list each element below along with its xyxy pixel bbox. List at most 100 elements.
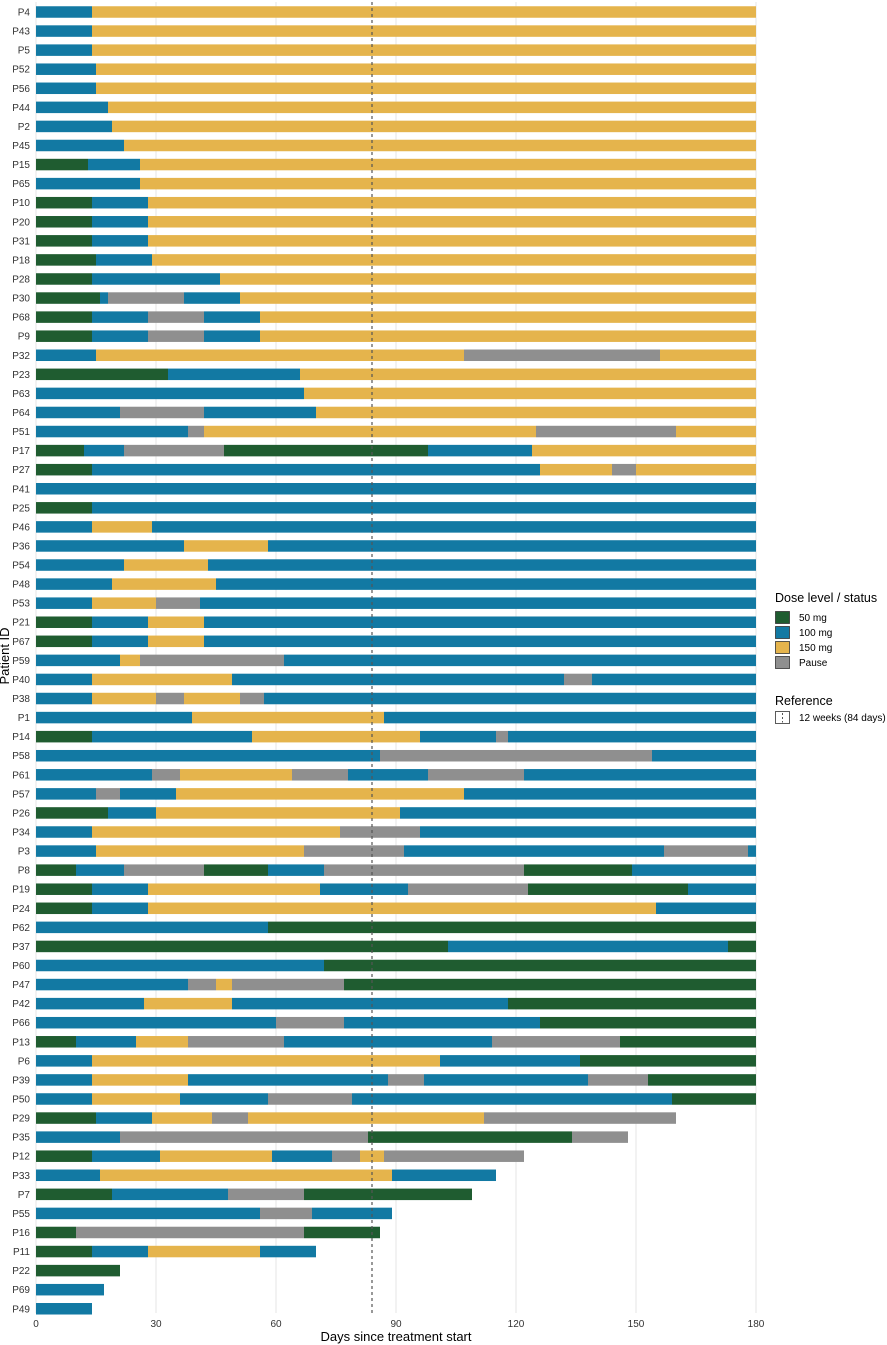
y-tick-label: P44 [12, 103, 30, 114]
bar-segment-d150 [300, 368, 756, 381]
y-tick-label: P6 [18, 1056, 31, 1067]
patient-row-P24 [36, 902, 756, 915]
bar-segment-d50 [728, 940, 756, 953]
bar-segment-d100 [268, 864, 324, 876]
bar-segment-d150 [160, 1150, 272, 1162]
bar-segment-d100 [92, 235, 148, 247]
bar-segment-d100 [120, 788, 176, 800]
patient-row-P3 [36, 845, 756, 857]
bar-segment-d100 [424, 1074, 588, 1086]
bar-segment-d100 [208, 559, 756, 571]
bar-segment-d50 [36, 330, 92, 342]
bar-segment-d100 [36, 349, 96, 362]
bar-segment-d100 [344, 1016, 540, 1029]
patient-row-P57 [36, 788, 756, 800]
patient-row-P55 [36, 1207, 392, 1220]
legend-swatch-d150 [775, 641, 790, 654]
y-tick-label: P53 [12, 599, 30, 610]
patient-row-P9 [36, 330, 756, 342]
bar-segment-d50 [580, 1055, 756, 1067]
patient-row-P5 [36, 44, 756, 56]
patient-row-P61 [36, 769, 756, 781]
patient-row-P59 [36, 654, 756, 667]
bar-segment-d50 [540, 1016, 756, 1029]
patient-row-P67 [36, 635, 756, 648]
bar-segment-pause [496, 730, 508, 743]
bar-segment-pause [572, 1131, 628, 1143]
bar-segment-pause [340, 826, 420, 838]
bar-segment-d100 [420, 730, 496, 743]
bar-segment-d50 [36, 1188, 112, 1201]
bar-segment-d100 [36, 139, 124, 152]
patient-row-P25 [36, 502, 756, 514]
patient-row-P20 [36, 216, 756, 228]
bar-segment-d100 [180, 1093, 268, 1105]
y-tick-label: P20 [12, 217, 30, 228]
bar-segment-d100 [400, 807, 756, 819]
bar-segment-d100 [36, 120, 112, 133]
bar-segment-d100 [36, 101, 108, 114]
x-tick-label: 120 [508, 1319, 525, 1330]
x-tick-label: 90 [390, 1319, 402, 1330]
y-tick-label: P3 [18, 847, 31, 858]
bar-segment-pause [380, 749, 652, 762]
bar-segment-pause [492, 1036, 620, 1048]
bar-segment-d100 [36, 673, 92, 686]
bar-segment-d150 [220, 273, 756, 285]
y-tick-label: P43 [12, 27, 30, 38]
bar-segment-d150 [148, 235, 756, 247]
bar-segment-d50 [368, 1131, 572, 1143]
bar-segment-d100 [184, 292, 240, 304]
bar-segment-d150 [148, 616, 204, 628]
patient-row-P16 [36, 1226, 380, 1239]
bar-segment-d150 [660, 349, 756, 362]
legend-swatch-d50 [775, 611, 790, 624]
bar-segment-d150 [92, 6, 756, 18]
bar-segment-d50 [36, 883, 92, 895]
y-tick-label: P39 [12, 1075, 30, 1086]
bar-segment-pause [120, 1131, 368, 1143]
bar-segment-d100 [188, 1074, 388, 1086]
bar-segment-d100 [688, 883, 756, 895]
bar-segment-d50 [36, 273, 92, 285]
bar-segment-d100 [36, 1169, 100, 1182]
patient-row-P49 [36, 1303, 92, 1315]
y-tick-label: P21 [12, 618, 30, 629]
patient-row-P58 [36, 749, 756, 762]
bar-segment-d150 [248, 1112, 484, 1124]
bar-segment-d50 [36, 502, 92, 514]
bar-segment-d50 [36, 463, 92, 476]
patient-row-P29 [36, 1112, 676, 1124]
bar-segment-d50 [36, 635, 92, 648]
bar-segment-d100 [272, 1150, 332, 1162]
bar-segment-d150 [124, 559, 208, 571]
patient-bars [36, 6, 756, 1315]
bar-segment-d100 [92, 502, 756, 514]
bar-segment-pause [536, 425, 676, 438]
patient-row-P21 [36, 616, 756, 628]
bar-segment-pause [484, 1112, 676, 1124]
patient-row-P23 [36, 368, 756, 381]
y-tick-label: P48 [12, 580, 30, 591]
bar-segment-pause [260, 1207, 312, 1220]
legend-label-d150: 150 mg [799, 643, 832, 654]
bar-segment-d100 [284, 1036, 492, 1048]
y-tick-label: P26 [12, 808, 30, 819]
bar-segment-d150 [148, 635, 204, 648]
patient-row-P46 [36, 521, 756, 533]
bar-segment-d100 [36, 1055, 92, 1067]
patient-row-P69 [36, 1283, 104, 1296]
bar-segment-d100 [76, 864, 124, 876]
bar-segment-d100 [312, 1207, 392, 1220]
bar-segment-d100 [76, 1036, 136, 1048]
bar-segment-d100 [36, 1207, 260, 1220]
y-tick-label: P49 [12, 1304, 30, 1315]
y-tick-label: P41 [12, 484, 30, 495]
bar-segment-pause [428, 769, 524, 781]
y-tick-label: P64 [12, 408, 30, 419]
bar-segment-d50 [36, 254, 96, 266]
y-tick-label: P12 [12, 1152, 30, 1163]
bar-segment-d150 [176, 788, 464, 800]
y-tick-label: P47 [12, 980, 30, 991]
bar-segment-d150 [92, 597, 156, 609]
